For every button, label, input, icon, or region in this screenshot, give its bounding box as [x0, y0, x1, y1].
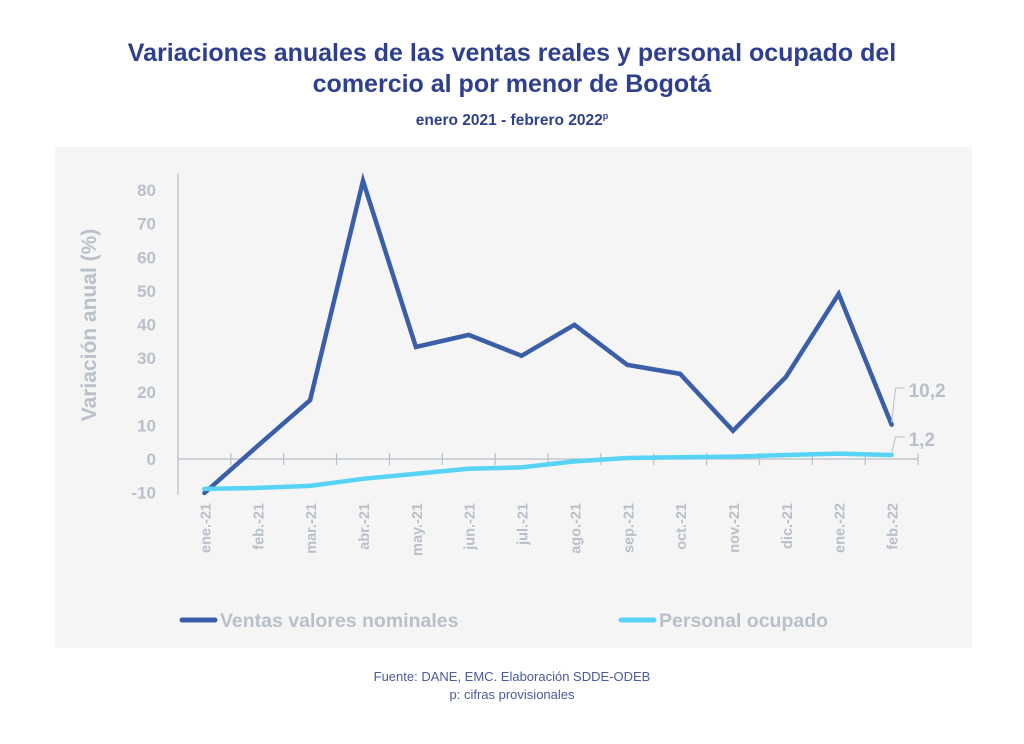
personal-line — [202, 451, 894, 492]
chart-panel: -10 0 10 20 30 40 50 60 70 80 Variación anual (%) e… — [55, 147, 972, 648]
legend-ventas-label: Ventas valores nominales — [220, 610, 459, 632]
x-tick-label: mar.-21 — [304, 503, 320, 554]
x-tick-label: dic.-21 — [780, 503, 796, 549]
line-chart: -10 0 10 20 30 40 50 60 70 80 Variación anual (%) e… — [78, 172, 946, 632]
chart-title-line2: comercio al por menor de Bogotá — [312, 70, 712, 98]
y-tick-label: 10 — [137, 416, 156, 435]
y-tick-label: 50 — [137, 282, 156, 301]
personal-end-leader-line — [891, 436, 905, 454]
chart-subtitle: enero 2021 - febrero 2022p — [0, 106, 1024, 131]
x-tick-label: ene.-22 — [833, 503, 849, 553]
y-tick-label: 40 — [137, 316, 156, 335]
x-tick-label: ene.-21 — [198, 503, 214, 553]
provisional-note: p: cifras provisionales — [449, 687, 575, 702]
x-tick-label: oct.-21 — [674, 503, 690, 550]
y-tick-label: 30 — [137, 349, 156, 368]
source-note: Fuente: DANE, EMC. Elaboración SDDE-ODEB — [373, 669, 651, 684]
x-tick-label: sep.-21 — [621, 503, 637, 553]
chart-title-line1: Variaciones anuales de las ventas reales… — [127, 39, 897, 67]
y-tick-label: 0 — [147, 450, 156, 469]
y-tick-label: 80 — [137, 181, 156, 200]
personal-end-label: 1,2 — [909, 430, 935, 451]
y-tick-label: 70 — [137, 215, 156, 234]
ventas-line — [202, 172, 894, 496]
y-tick-label: -10 — [131, 484, 156, 503]
x-tick-label: feb.-22 — [886, 503, 902, 550]
y-tick-label: 20 — [137, 383, 156, 402]
x-tick-label: may.-21 — [410, 503, 426, 556]
x-tick-label: feb.-21 — [251, 503, 267, 550]
y-axis-title: Variación anual (%) — [78, 229, 101, 422]
x-tick-label: nov.-21 — [727, 503, 743, 553]
x-tick-label: abr.-21 — [357, 503, 373, 550]
x-tick-label: ago.-21 — [568, 503, 584, 554]
ventas-end-leader-line — [891, 387, 905, 423]
subtitle-superscript: p — [602, 111, 609, 121]
ventas-end-label: 10,2 — [909, 381, 946, 402]
y-tick-label: 60 — [137, 248, 156, 267]
subtitle-text: enero 2021 - febrero 2022 — [415, 112, 603, 129]
x-tick-label: jul.-21 — [516, 503, 532, 546]
legend-personal-label: Personal ocupado — [659, 610, 828, 632]
x-tick-label: jun.-21 — [463, 503, 479, 551]
